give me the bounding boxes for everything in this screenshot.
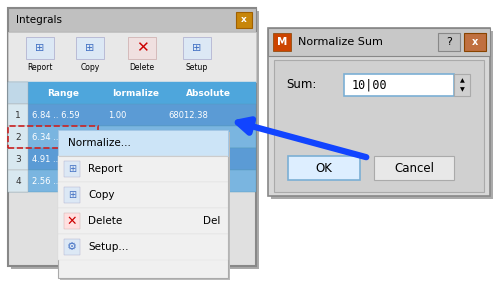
Bar (58, 208, 227, 234)
Bar (268, 28, 489, 196)
Text: ⊞: ⊞ (68, 164, 76, 174)
Text: Setup: Setup (185, 63, 208, 72)
Text: 2.56 ..: 2.56 .. (32, 177, 58, 186)
Text: Normalize...: Normalize... (68, 138, 131, 148)
Bar (76, 37, 104, 59)
Text: 2: 2 (15, 133, 21, 142)
Bar (8, 170, 28, 192)
Text: Iormalize: Iormalize (112, 89, 159, 98)
Bar (8, 170, 256, 192)
Bar (8, 126, 98, 148)
Text: Report: Report (88, 164, 122, 174)
Bar (58, 182, 227, 208)
Text: Integrals: Integrals (16, 15, 62, 25)
Bar (8, 32, 256, 82)
Text: OK: OK (315, 162, 332, 175)
Text: Cancel: Cancel (393, 162, 433, 175)
Text: 6.34 ..: 6.34 .. (32, 133, 59, 142)
Text: ⊞: ⊞ (192, 43, 201, 53)
Bar (58, 156, 227, 182)
Text: ?: ? (445, 37, 451, 47)
Text: 4.91 ..: 4.91 .. (32, 155, 58, 164)
Text: Range: Range (47, 89, 79, 98)
Text: ✕: ✕ (135, 41, 148, 56)
Text: Report: Report (27, 63, 53, 72)
Bar (64, 213, 80, 229)
Bar (64, 161, 80, 177)
Text: Delete: Delete (88, 216, 122, 226)
Text: ⊞: ⊞ (85, 43, 95, 53)
Bar (273, 33, 291, 51)
Text: 6.84 .. 6.59: 6.84 .. 6.59 (32, 111, 80, 120)
Bar (235, 12, 252, 28)
Bar (8, 148, 256, 170)
Bar (8, 8, 256, 32)
Bar (183, 37, 210, 59)
Text: Setup...: Setup... (88, 242, 128, 252)
Text: ▲: ▲ (459, 78, 463, 83)
Text: ⊞: ⊞ (35, 43, 45, 53)
Bar (373, 156, 453, 180)
Bar (26, 37, 54, 59)
Bar (8, 148, 28, 170)
Bar (58, 130, 227, 278)
Text: Delete: Delete (129, 63, 154, 72)
Text: Copy: Copy (80, 63, 99, 72)
Bar (463, 33, 485, 51)
Text: Normalize Sum: Normalize Sum (298, 37, 382, 47)
Bar (8, 126, 256, 148)
Bar (274, 60, 483, 192)
Bar (343, 74, 453, 96)
Text: Absolute: Absolute (185, 89, 230, 98)
Text: ⚙: ⚙ (67, 242, 77, 252)
Bar (453, 74, 469, 96)
Bar (288, 156, 359, 180)
Text: M: M (276, 37, 287, 47)
Bar (271, 31, 492, 199)
Bar (64, 187, 80, 203)
Text: 4: 4 (15, 177, 21, 186)
Text: ✕: ✕ (67, 215, 77, 228)
Text: ⊞: ⊞ (68, 190, 76, 200)
Text: ▼: ▼ (459, 87, 463, 92)
Bar (60, 132, 229, 280)
Bar (8, 126, 28, 148)
Bar (58, 130, 227, 156)
Bar (128, 37, 156, 59)
Text: Sum:: Sum: (286, 78, 316, 91)
Text: 1.00: 1.00 (108, 111, 126, 120)
Text: 1: 1 (15, 111, 21, 120)
Bar (8, 8, 256, 266)
Bar (8, 104, 256, 126)
Text: 68012.38: 68012.38 (168, 111, 207, 120)
Bar (64, 239, 80, 255)
Text: x: x (240, 16, 246, 25)
Bar (8, 82, 28, 104)
Text: 10|00: 10|00 (351, 78, 387, 91)
Bar (8, 82, 256, 104)
Text: 3: 3 (15, 155, 21, 164)
Bar (11, 11, 259, 269)
Bar (437, 33, 459, 51)
Text: x: x (471, 37, 477, 47)
Text: Copy: Copy (88, 190, 114, 200)
Text: Del: Del (202, 216, 219, 226)
Bar (268, 28, 489, 56)
Bar (8, 104, 28, 126)
Bar (58, 234, 227, 260)
